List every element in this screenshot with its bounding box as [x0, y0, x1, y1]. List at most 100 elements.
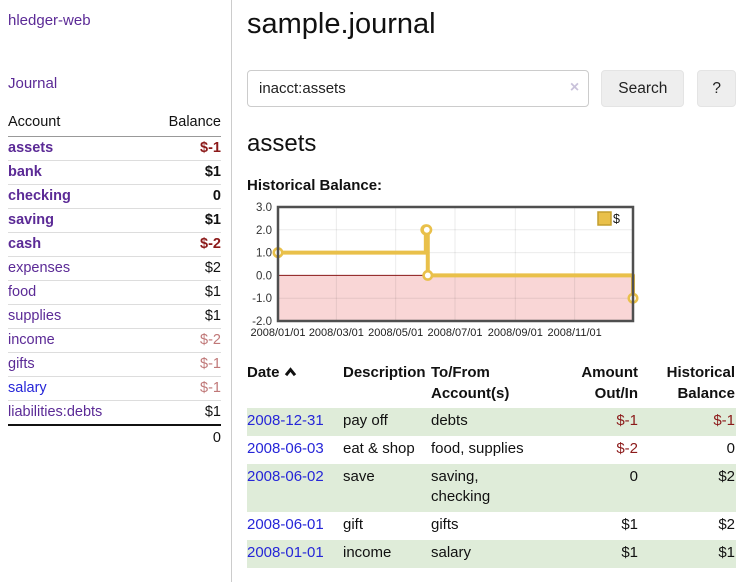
- accounts-col-account: Account: [8, 112, 141, 137]
- chart-border: [276, 205, 635, 323]
- account-name-cell: assets: [8, 137, 140, 161]
- sidebar-account-link[interactable]: checking: [8, 188, 71, 204]
- register-tofrom-cell: salary: [431, 543, 472, 561]
- register-header-row: Date Description To/From Account(s) Amou…: [247, 363, 736, 408]
- sidebar-account-link[interactable]: saving: [8, 212, 54, 228]
- sidebar-account-link[interactable]: liabilities:debts: [8, 404, 103, 420]
- account-name-cell: gifts: [8, 352, 141, 377]
- register-amount-cell: $1: [621, 543, 638, 561]
- account-row: liabilities:debts $1: [8, 400, 221, 425]
- sidebar-account-link[interactable]: bank: [8, 164, 42, 180]
- account-balance: $1: [140, 280, 221, 305]
- register-amount-cell: $1: [621, 516, 638, 534]
- register-date-cell: 2008-06-03: [247, 436, 343, 464]
- account-balance: $1: [140, 208, 221, 233]
- register-balance-cell: $2: [718, 516, 735, 534]
- search-bar: × Search ?: [247, 70, 736, 107]
- register-amount-cell: $-2: [616, 440, 638, 458]
- register-description-cell: save: [343, 467, 375, 485]
- search-input[interactable]: [247, 70, 590, 107]
- legend-label: $: [613, 212, 620, 226]
- account-balance: $2: [140, 256, 221, 281]
- account-balance: $-2: [140, 232, 221, 257]
- account-row: assets $-1: [8, 137, 221, 161]
- account-heading: assets: [247, 130, 317, 157]
- page-title: sample.journal: [247, 8, 436, 40]
- account-row: checking 0: [8, 184, 221, 209]
- accounts-total-row: 0: [8, 424, 221, 450]
- account-name-cell: food: [8, 280, 141, 305]
- register-col-date[interactable]: Date: [247, 363, 343, 408]
- register-balance-cell: $1: [718, 543, 735, 561]
- nav-journal-link[interactable]: Journal: [8, 75, 58, 92]
- register-col-balance: Historical Balance: [666, 364, 735, 402]
- transaction-date-link[interactable]: 2008-06-03: [247, 440, 324, 458]
- sidebar-account-link[interactable]: gifts: [8, 356, 35, 372]
- register-col-amount: Amount Out/In: [581, 364, 638, 402]
- x-axis-tick-label: 2008/09/01: [488, 327, 543, 339]
- account-row: salary $-1: [8, 376, 221, 401]
- help-button[interactable]: ?: [697, 70, 736, 107]
- register-amount-cell: $-1: [616, 412, 638, 430]
- sidebar-account-link[interactable]: income: [8, 332, 55, 348]
- register-col-tofrom: To/From Account(s): [431, 364, 510, 402]
- accounts-col-balance: Balance: [140, 112, 221, 137]
- account-row: food $1: [8, 280, 221, 305]
- historical-balance-chart[interactable]: 3.0 2.0 1.0 0.0 -1.0 -2.0 2008/01/01 2008/03/01…: [247, 201, 647, 343]
- clear-search-icon[interactable]: ×: [569, 79, 580, 96]
- x-axis-tick-label: 2008/07/01: [427, 327, 482, 339]
- transaction-date-link[interactable]: 2008-06-02: [247, 467, 324, 485]
- sidebar-account-link[interactable]: cash: [8, 236, 42, 252]
- register-row: 2008-01-01 income salary $1 $1: [247, 539, 736, 568]
- account-row: gifts $-1: [8, 352, 221, 377]
- account-name-cell: supplies: [8, 304, 141, 329]
- register-description-cell: pay off: [343, 412, 388, 430]
- account-row: income $-2: [8, 328, 221, 353]
- account-balance: 0: [140, 184, 221, 209]
- data-point-marker: [422, 269, 434, 281]
- register-table: Date Description To/From Account(s) Amou…: [247, 363, 736, 568]
- register-date-cell: 2008-06-02: [247, 464, 343, 512]
- search-input-wrap: ×: [247, 70, 590, 107]
- transaction-date-link[interactable]: 2008-06-01: [247, 516, 324, 534]
- register-amount-cell: 0: [629, 467, 638, 485]
- accounts-total-spacer: [8, 424, 141, 450]
- sidebar-account-link[interactable]: assets: [8, 140, 54, 156]
- main-panel: sample.journal × Search ? assets Histori…: [233, 0, 742, 582]
- sidebar: hledger-web Journal Account Balance asse…: [0, 0, 232, 582]
- register-description-cell: eat & shop: [343, 440, 415, 458]
- register-col-description: Description: [343, 364, 426, 381]
- transaction-date-link[interactable]: 2008-01-01: [247, 543, 324, 561]
- account-row: bank $1: [8, 160, 221, 185]
- account-name-cell: expenses: [8, 256, 141, 281]
- sidebar-account-link[interactable]: salary: [8, 380, 47, 396]
- app-brand-link[interactable]: hledger-web: [8, 12, 91, 29]
- account-balance: $1: [140, 160, 221, 185]
- x-axis-tick-label: 2008/11/01: [548, 327, 602, 339]
- sidebar-account-link[interactable]: food: [8, 284, 37, 300]
- sidebar-account-link[interactable]: expenses: [8, 260, 71, 276]
- y-axis-tick-label: -2.0: [252, 316, 272, 328]
- account-balance: $-1: [140, 376, 221, 401]
- account-balance: $-1: [140, 352, 221, 377]
- account-name-cell: saving: [8, 208, 141, 233]
- transaction-date-link[interactable]: 2008-12-31: [247, 412, 324, 430]
- x-axis-tick-label: 2008/05/01: [368, 327, 423, 339]
- account-row: supplies $1: [8, 304, 221, 329]
- register-balance-cell: $-1: [713, 412, 735, 430]
- accounts-header-row: Account Balance: [8, 112, 221, 137]
- search-button[interactable]: Search: [601, 70, 685, 107]
- x-axis-tick-label: 2008/03/01: [309, 327, 364, 339]
- account-name-cell: salary: [8, 376, 141, 401]
- account-name-cell: bank: [8, 160, 141, 185]
- account-row: cash $-2: [8, 232, 221, 257]
- register-tofrom-cell: gifts: [431, 516, 459, 534]
- x-axis-tick-label: 2008/01/01: [250, 327, 305, 339]
- account-balance: $-2: [140, 328, 221, 353]
- register-col-date-label: Date: [247, 364, 280, 381]
- sidebar-account-link[interactable]: supplies: [8, 308, 62, 324]
- account-row: saving $1: [8, 208, 221, 233]
- data-point-marker: [421, 224, 433, 236]
- account-name-cell: income: [8, 328, 141, 353]
